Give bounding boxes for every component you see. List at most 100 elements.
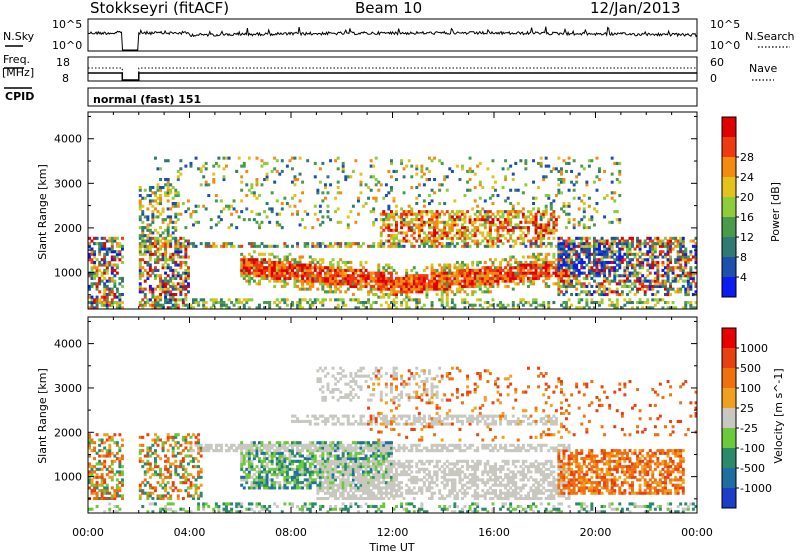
heatmap-cell bbox=[149, 266, 152, 269]
heatmap-cell bbox=[319, 301, 322, 304]
heatmap-cell bbox=[360, 191, 363, 194]
heatmap-cell bbox=[588, 159, 591, 162]
heatmap-cell bbox=[304, 272, 307, 275]
heatmap-cell bbox=[113, 250, 116, 253]
heatmap-cell bbox=[583, 248, 586, 251]
heatmap-cell bbox=[96, 272, 99, 275]
heatmap-cell bbox=[319, 280, 322, 283]
heatmap-cell bbox=[656, 298, 659, 301]
heatmap-cell bbox=[431, 301, 434, 304]
heatmap-cell bbox=[616, 269, 619, 272]
heatmap-cell bbox=[524, 162, 527, 165]
heatmap-cell bbox=[116, 304, 119, 307]
heatmap-cell bbox=[357, 280, 360, 283]
heatmap-cell bbox=[667, 258, 670, 261]
heatmap-cell bbox=[489, 234, 492, 237]
heatmap-cell bbox=[431, 240, 434, 243]
heatmap-cell bbox=[357, 199, 360, 202]
heatmap-cell bbox=[111, 277, 114, 280]
heatmap-cell bbox=[545, 266, 548, 269]
heatmap-cell bbox=[466, 272, 469, 275]
heatmap-cell bbox=[426, 277, 429, 280]
heatmap-cell bbox=[509, 189, 512, 192]
heatmap-cell bbox=[387, 218, 390, 221]
heatmap-cell bbox=[484, 261, 487, 264]
heatmap-cell bbox=[679, 274, 682, 277]
heatmap-cell bbox=[245, 258, 248, 261]
heatmap-cell bbox=[656, 256, 659, 259]
heatmap-cell bbox=[593, 181, 596, 184]
heatmap-cell bbox=[200, 183, 203, 186]
heatmap-cell bbox=[321, 258, 324, 261]
heatmap-cell bbox=[514, 258, 517, 261]
heatmap-cell bbox=[309, 269, 312, 272]
heatmap-cell bbox=[96, 258, 99, 261]
heatmap-cell bbox=[514, 277, 517, 280]
heatmap-cell bbox=[301, 508, 304, 511]
heatmap-cell bbox=[682, 266, 685, 269]
heatmap-cell bbox=[497, 269, 500, 272]
heatmap-cell bbox=[253, 258, 256, 261]
heatmap-cell bbox=[578, 261, 581, 264]
heatmap-cell bbox=[400, 162, 403, 165]
noise-right-label: N.Search bbox=[745, 30, 795, 43]
heatmap-cell bbox=[159, 468, 162, 471]
heatmap-cell bbox=[400, 221, 403, 224]
heatmap-cell bbox=[118, 447, 121, 450]
heatmap-cell bbox=[486, 210, 489, 213]
heatmap-cell bbox=[593, 240, 596, 243]
heatmap-cell bbox=[418, 237, 421, 240]
heatmap-cell bbox=[372, 293, 375, 296]
heatmap-cell bbox=[167, 240, 170, 243]
heatmap-cell bbox=[207, 194, 210, 197]
heatmap-cell bbox=[177, 272, 180, 275]
heatmap-cell bbox=[545, 226, 548, 229]
heatmap-cell bbox=[144, 288, 147, 291]
heatmap-cell bbox=[466, 237, 469, 240]
heatmap-cell bbox=[423, 288, 426, 291]
heatmap-cell bbox=[304, 264, 307, 267]
heatmap-cell bbox=[159, 167, 162, 170]
heatmap-cell bbox=[550, 218, 553, 221]
heatmap-cell bbox=[261, 476, 264, 479]
heatmap-cell bbox=[466, 280, 469, 283]
heatmap-cell bbox=[337, 157, 340, 160]
heatmap-cell bbox=[162, 237, 165, 240]
heatmap-cell bbox=[263, 505, 266, 508]
heatmap-cell bbox=[291, 197, 294, 200]
heatmap-cell bbox=[618, 261, 621, 264]
heatmap-cell bbox=[375, 199, 378, 202]
heatmap-cell bbox=[667, 266, 670, 269]
heatmap-cell bbox=[169, 465, 172, 468]
heatmap-cell bbox=[202, 502, 205, 505]
heatmap-cell bbox=[139, 207, 142, 210]
heatmap-cell bbox=[154, 457, 157, 460]
heatmap-cell bbox=[154, 304, 157, 307]
heatmap-cell bbox=[461, 280, 464, 283]
heatmap-cell bbox=[144, 226, 147, 229]
heatmap-cell bbox=[93, 441, 96, 444]
heatmap-cell bbox=[169, 240, 172, 243]
heatmap-cell bbox=[459, 237, 462, 240]
heatmap-cell bbox=[151, 253, 154, 256]
heatmap-cell bbox=[154, 215, 157, 218]
heatmap-cell bbox=[103, 481, 106, 484]
heatmap-cell bbox=[268, 269, 271, 272]
heatmap-cell bbox=[200, 447, 203, 450]
heatmap-cell bbox=[151, 221, 154, 224]
heatmap-cell bbox=[283, 301, 286, 304]
heatmap-cell bbox=[278, 277, 281, 280]
heatmap-cell bbox=[286, 258, 289, 261]
heatmap-cell bbox=[291, 420, 294, 423]
heatmap-cell bbox=[108, 293, 111, 296]
heatmap-cell bbox=[395, 178, 398, 181]
heatmap-cell bbox=[139, 457, 142, 460]
heatmap-cell bbox=[187, 486, 190, 489]
heatmap-cell bbox=[253, 242, 256, 245]
heatmap-cell bbox=[349, 266, 352, 269]
heatmap-cell bbox=[261, 460, 264, 463]
heatmap-cell bbox=[494, 272, 497, 275]
heatmap-cell bbox=[514, 162, 517, 165]
heatmap-cell bbox=[182, 473, 185, 476]
heatmap-cell bbox=[608, 272, 611, 275]
